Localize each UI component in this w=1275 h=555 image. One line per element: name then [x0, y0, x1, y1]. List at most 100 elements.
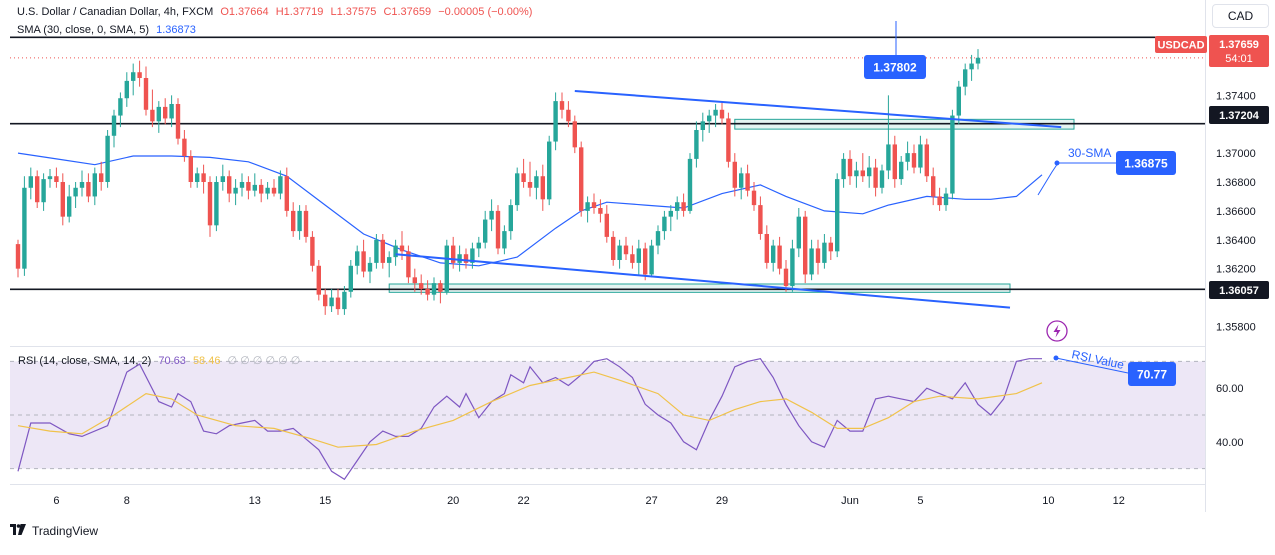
candle-body: [809, 248, 814, 275]
candle-body: [918, 144, 923, 168]
candle-body: [841, 158, 846, 180]
candle-body: [457, 254, 462, 263]
sma-label: SMA (30, close, 0, SMA, 5): [17, 24, 150, 36]
open-value: O1.37664: [220, 6, 269, 18]
candle-body: [905, 153, 910, 162]
sma-header[interactable]: SMA (30, close, 0, SMA, 5) 1.36873: [17, 24, 200, 36]
price-tick-label: 1.36200: [1216, 264, 1256, 276]
candle-body: [367, 262, 373, 272]
candle-body: [508, 205, 513, 232]
candle-body: [355, 251, 360, 266]
sma-value: 1.36873: [156, 24, 196, 36]
sma-callout-value: 1.36875: [1124, 157, 1168, 171]
candle-body: [771, 245, 776, 263]
candle-body: [67, 196, 72, 217]
candle-body: [374, 239, 379, 263]
candle-body: [444, 245, 449, 292]
candle-body: [598, 208, 603, 214]
candle-body: [726, 118, 731, 162]
time-tick-label: 20: [447, 495, 459, 507]
candle-body: [739, 173, 744, 188]
lightning-icon[interactable]: [1046, 320, 1068, 342]
tradingview-label: TradingView: [32, 524, 99, 538]
candle-body: [73, 187, 78, 197]
level-tag-lower-label: 1.36057: [1219, 285, 1259, 297]
candle-body: [873, 167, 878, 188]
time-tick-label: 6: [53, 495, 59, 507]
low-value: L1.37575: [330, 6, 377, 18]
rsi-tick-label: 60.00: [1216, 383, 1244, 395]
trendline: [395, 253, 1011, 309]
candle-body: [892, 144, 897, 180]
candle-body: [131, 72, 136, 81]
candle-body: [854, 170, 859, 177]
candle-body: [111, 115, 117, 136]
candle-body: [387, 257, 392, 263]
candle-body: [470, 248, 475, 263]
candle-body: [156, 106, 161, 122]
candle-body: [515, 173, 520, 206]
candle-body: [719, 109, 725, 119]
candle-body: [899, 161, 904, 180]
candle-body: [380, 239, 385, 263]
candle-body: [252, 184, 257, 191]
candle-body: [662, 216, 667, 232]
candle-body: [572, 121, 577, 148]
rsi-band-layer: [10, 360, 1205, 470]
time-tick-label: 13: [249, 495, 261, 507]
candle-body: [201, 173, 206, 182]
high-callout-label: 1.37802: [873, 61, 917, 75]
candle-body: [591, 202, 597, 208]
candle-body: [419, 283, 424, 289]
rsi-header[interactable]: RSI (14, close, SMA, 14, 2) 70.63 58.46 …: [18, 354, 304, 367]
candle-body: [623, 245, 629, 255]
candle-body: [463, 254, 469, 263]
rsi-callout-value: 70.77: [1137, 368, 1167, 382]
price-tick-label: 1.35800: [1216, 321, 1256, 333]
currency-button[interactable]: CAD: [1212, 4, 1269, 28]
candle-body: [675, 202, 680, 211]
candle-body: [694, 130, 699, 159]
candle-body: [92, 173, 97, 197]
candle-body: [527, 182, 533, 188]
tradingview-logo[interactable]: TradingView: [10, 524, 98, 538]
candle-body: [489, 210, 494, 220]
candle-body: [79, 182, 85, 188]
candle-body: [220, 176, 225, 182]
candle-body: [630, 254, 635, 263]
candle-body: [828, 242, 833, 252]
candle-body: [931, 176, 936, 197]
zone-box: [388, 283, 1011, 293]
candle-body: [687, 158, 693, 211]
candle-body: [617, 245, 622, 260]
candle-body: [777, 245, 782, 269]
candle-body: [950, 115, 955, 194]
candle-body: [278, 176, 283, 194]
candle-body: [348, 265, 353, 292]
candle-body: [483, 219, 488, 243]
candle-body: [163, 106, 168, 119]
candle-body: [54, 176, 59, 182]
candle-body: [335, 297, 341, 310]
rsi-tick-label: 40.00: [1216, 437, 1244, 449]
symbol-header: U.S. Dollar / Canadian Dollar, 4h, FXCM …: [17, 6, 536, 18]
sma-callout[interactable]: 30-SMA 1.36875: [1037, 146, 1176, 196]
candle-body: [393, 245, 398, 258]
rsi-layer: [17, 358, 1043, 481]
rsi-extra-values: ∅ ∅ ∅ ∅ ∅ ∅: [227, 355, 301, 367]
candle-body: [700, 121, 705, 130]
candle-body: [636, 248, 641, 263]
candle-body: [847, 158, 853, 177]
candle-body: [316, 265, 321, 295]
rsi-label: RSI (14, close, SMA, 14, 2): [18, 355, 152, 367]
candle-countdown-label: 54:01: [1225, 53, 1253, 65]
candle-body: [502, 231, 507, 249]
price-tick-label: 1.36600: [1216, 206, 1256, 218]
high-callout[interactable]: 1.37802: [864, 21, 926, 79]
candle-body: [246, 182, 251, 191]
candle-body: [137, 72, 142, 78]
trend-layer[interactable]: [395, 90, 1062, 309]
candle-body: [60, 182, 65, 217]
